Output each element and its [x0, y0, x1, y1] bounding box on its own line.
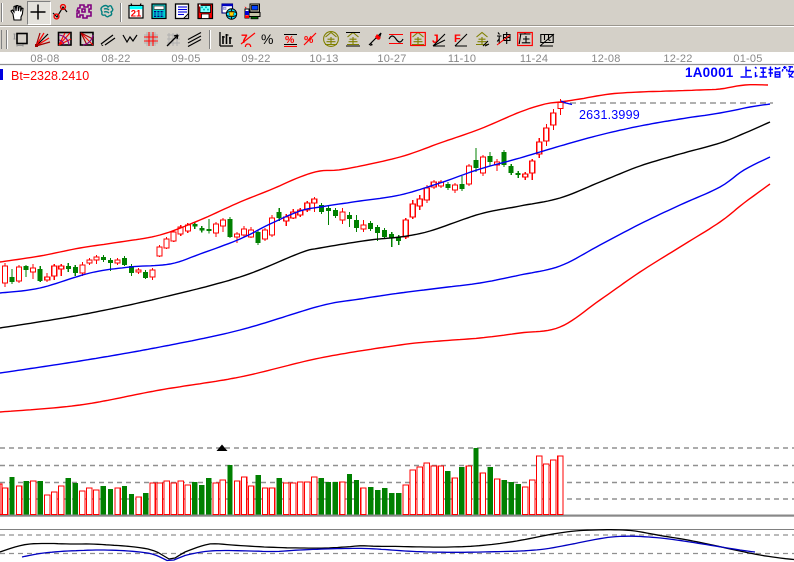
- svg-text:F: F: [454, 33, 461, 45]
- svg-text:7: 7: [241, 32, 248, 46]
- svg-text:%: %: [285, 34, 295, 46]
- svg-text:21: 21: [131, 8, 142, 19]
- svg-text:J: J: [432, 32, 439, 46]
- svg-text:%: %: [261, 31, 273, 47]
